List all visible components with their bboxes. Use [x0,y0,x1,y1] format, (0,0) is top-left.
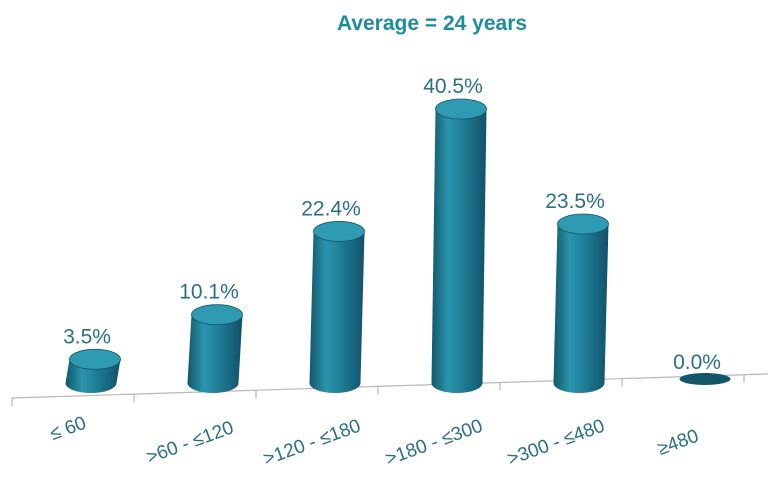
bar-body [553,224,609,393]
data-labels: 3.5% 10.1% 22.4% 40.5% 23.5% 0.0% [63,75,721,374]
x-tick-label: ≥480 [655,426,702,460]
x-axis [11,373,769,406]
bar [187,304,243,393]
data-label: 40.5% [423,75,483,98]
x-tick-label: >60 - ≤120 [144,417,237,468]
bar [309,221,365,393]
data-label: 23.5% [545,190,605,213]
x-tick-label: >180 - ≤300 [383,416,486,471]
bar [679,373,731,385]
x-axis-line [11,373,769,399]
data-label: 3.5% [63,325,111,348]
bars [65,98,731,393]
bar [431,98,487,393]
bar-top [191,304,243,326]
bar-top [313,221,365,242]
x-tick-label: ≤ 60 [47,413,89,445]
data-label: 10.1% [179,281,239,304]
bar-body [187,314,243,393]
bar-body [431,109,487,393]
bar-top [557,213,609,235]
x-tick-label: >300 - ≤480 [505,416,608,471]
bar [553,213,609,393]
x-tick-labels: ≤ 60 >60 - ≤120 >120 - ≤180 >180 - ≤300 >300… [47,413,701,470]
x-tick-label: >120 - ≤180 [261,416,364,471]
chart-title: Average = 24 years [337,12,527,35]
bar-body [309,231,365,393]
data-label: 0.0% [673,351,721,374]
bar-top [435,98,487,120]
bar-top [679,373,731,385]
bar-top [69,348,121,370]
bar [65,348,121,393]
data-label: 22.4% [301,197,361,220]
